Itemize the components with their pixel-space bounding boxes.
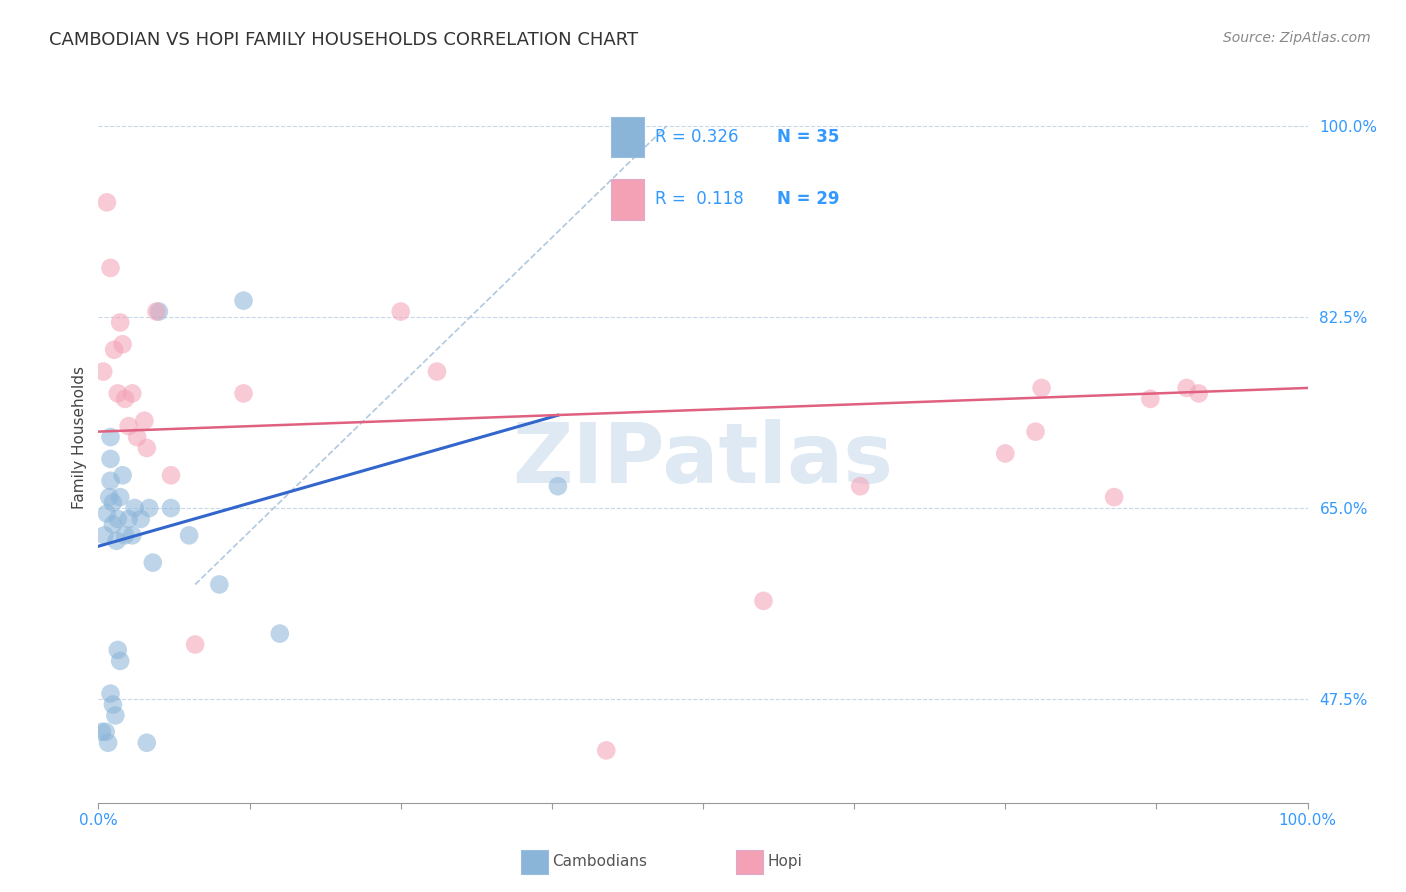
- Point: [135, 441, 157, 455]
- Point: [208, 577, 231, 591]
- Point: [127, 430, 149, 444]
- Point: [148, 304, 170, 318]
- Point: [114, 528, 136, 542]
- Point: [1175, 381, 1198, 395]
- Point: [98, 490, 121, 504]
- Point: [104, 708, 127, 723]
- Point: [97, 736, 120, 750]
- Point: [138, 501, 160, 516]
- Point: [108, 315, 131, 329]
- Point: [389, 304, 412, 318]
- Point: [105, 533, 128, 548]
- Point: [142, 556, 165, 570]
- Text: ZIPatlas: ZIPatlas: [513, 418, 893, 500]
- Point: [547, 479, 569, 493]
- Y-axis label: Family Households: Family Households: [72, 366, 87, 508]
- Point: [1024, 425, 1046, 439]
- Point: [91, 365, 114, 379]
- Bar: [522, 850, 548, 873]
- Point: [101, 495, 124, 509]
- Point: [129, 512, 152, 526]
- Point: [752, 594, 775, 608]
- Point: [107, 643, 129, 657]
- Text: CAMBODIAN VS HOPI FAMILY HOUSEHOLDS CORRELATION CHART: CAMBODIAN VS HOPI FAMILY HOUSEHOLDS CORR…: [49, 31, 638, 49]
- Point: [1139, 392, 1161, 406]
- Point: [184, 638, 207, 652]
- Point: [100, 451, 122, 466]
- Point: [1031, 381, 1053, 395]
- Point: [107, 512, 129, 526]
- Point: [100, 474, 122, 488]
- Point: [103, 343, 125, 357]
- Point: [179, 528, 201, 542]
- Text: Hopi: Hopi: [768, 855, 803, 869]
- Point: [111, 337, 134, 351]
- Point: [135, 736, 157, 750]
- Point: [121, 528, 143, 542]
- Point: [107, 386, 129, 401]
- Point: [100, 687, 122, 701]
- Point: [94, 724, 117, 739]
- Point: [994, 446, 1017, 460]
- Point: [108, 490, 131, 504]
- Point: [121, 386, 143, 401]
- Point: [124, 501, 146, 516]
- Point: [114, 392, 136, 406]
- Text: Source: ZipAtlas.com: Source: ZipAtlas.com: [1223, 31, 1371, 45]
- Point: [849, 479, 872, 493]
- Point: [426, 365, 449, 379]
- Point: [100, 260, 122, 275]
- Point: [108, 654, 131, 668]
- Point: [96, 195, 118, 210]
- Point: [111, 468, 134, 483]
- Point: [145, 304, 167, 318]
- Point: [160, 501, 183, 516]
- Point: [1102, 490, 1125, 504]
- Point: [100, 430, 122, 444]
- Point: [101, 517, 124, 532]
- Point: [232, 293, 254, 308]
- Point: [101, 698, 124, 712]
- Point: [160, 468, 183, 483]
- Point: [269, 626, 291, 640]
- Point: [118, 512, 141, 526]
- Point: [232, 386, 254, 401]
- Point: [1188, 386, 1211, 401]
- Point: [595, 743, 617, 757]
- Point: [134, 414, 156, 428]
- Point: [93, 528, 115, 542]
- Text: Cambodians: Cambodians: [553, 855, 647, 869]
- Point: [118, 419, 141, 434]
- Bar: [737, 850, 762, 873]
- Point: [91, 724, 114, 739]
- Point: [96, 507, 118, 521]
